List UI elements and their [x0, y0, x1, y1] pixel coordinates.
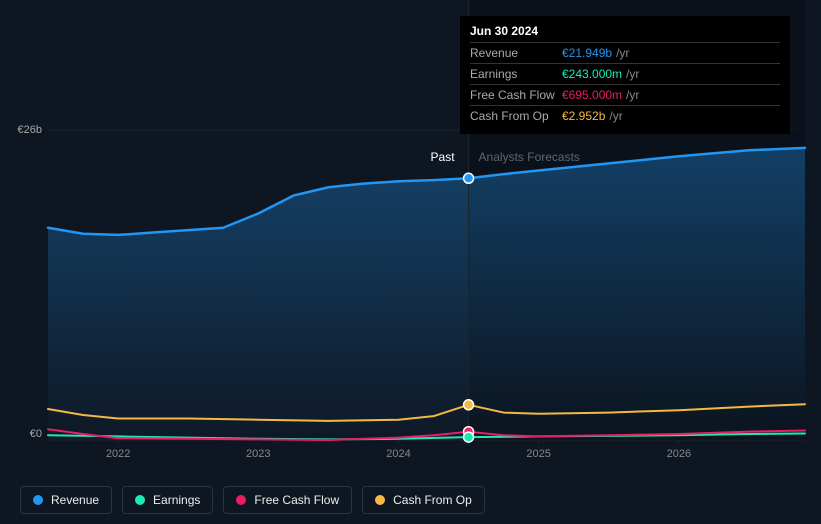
- tooltip-row-unit: /yr: [616, 46, 629, 60]
- y-axis-label: €0: [2, 428, 42, 440]
- hover-marker-earnings: [464, 432, 474, 442]
- legend-swatch: [375, 495, 385, 505]
- legend-item-cash-from-op[interactable]: Cash From Op: [362, 486, 485, 514]
- x-axis-label: 2026: [667, 448, 691, 460]
- x-axis-label: 2023: [246, 448, 270, 460]
- legend-item-revenue[interactable]: Revenue: [20, 486, 112, 514]
- tooltip-row-label: Free Cash Flow: [470, 88, 562, 102]
- tooltip-row-label: Cash From Op: [470, 109, 562, 123]
- tooltip-row-unit: /yr: [626, 67, 639, 81]
- financials-chart[interactable]: Past Analysts Forecasts Jun 30 2024 Reve…: [0, 0, 821, 524]
- hover-marker-revenue: [464, 173, 474, 183]
- tooltip-row: Cash From Op€2.952b/yr: [470, 105, 780, 126]
- hover-tooltip: Jun 30 2024 Revenue€21.949b/yrEarnings€2…: [460, 16, 790, 134]
- tooltip-row-value: €2.952b: [562, 109, 605, 123]
- legend-swatch: [135, 495, 145, 505]
- tooltip-row: Earnings€243.000m/yr: [470, 63, 780, 84]
- legend-label: Revenue: [51, 493, 99, 507]
- legend-item-earnings[interactable]: Earnings: [122, 486, 213, 514]
- legend-swatch: [33, 495, 43, 505]
- tooltip-row-unit: /yr: [609, 109, 622, 123]
- tooltip-date: Jun 30 2024: [470, 24, 780, 38]
- tooltip-row-label: Revenue: [470, 46, 562, 60]
- y-axis-label: €26b: [2, 124, 42, 136]
- legend-label: Earnings: [153, 493, 200, 507]
- x-axis-label: 2025: [526, 448, 550, 460]
- tooltip-row-value: €695.000m: [562, 88, 622, 102]
- revenue-area: [48, 148, 805, 440]
- section-label-forecast: Analysts Forecasts: [479, 150, 580, 164]
- tooltip-row-unit: /yr: [626, 88, 639, 102]
- tooltip-row: Revenue€21.949b/yr: [470, 42, 780, 63]
- legend-label: Free Cash Flow: [254, 493, 339, 507]
- x-axis-label: 2022: [106, 448, 130, 460]
- hover-marker-cash_from_op: [464, 400, 474, 410]
- x-axis-label: 2024: [386, 448, 410, 460]
- tooltip-row-label: Earnings: [470, 67, 562, 81]
- tooltip-row: Free Cash Flow€695.000m/yr: [470, 84, 780, 105]
- tooltip-row-value: €243.000m: [562, 67, 622, 81]
- section-label-past: Past: [431, 150, 455, 164]
- legend-swatch: [236, 495, 246, 505]
- legend-label: Cash From Op: [393, 493, 472, 507]
- tooltip-row-value: €21.949b: [562, 46, 612, 60]
- legend-item-free-cash-flow[interactable]: Free Cash Flow: [223, 486, 352, 514]
- legend: Revenue Earnings Free Cash Flow Cash From O…: [20, 486, 485, 514]
